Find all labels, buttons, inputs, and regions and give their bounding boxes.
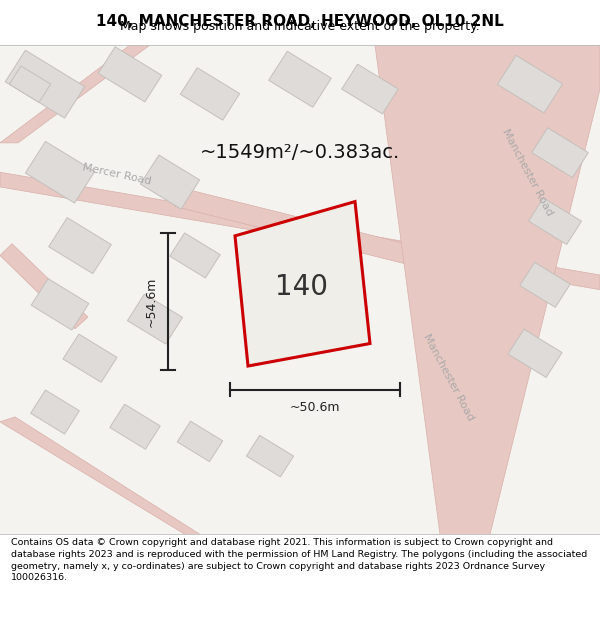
- Polygon shape: [10, 66, 50, 102]
- Text: Contains OS data © Crown copyright and database right 2021. This information is : Contains OS data © Crown copyright and d…: [11, 538, 587, 582]
- Text: 140, MANCHESTER ROAD, HEYWOOD, OL10 2NL: 140, MANCHESTER ROAD, HEYWOOD, OL10 2NL: [96, 14, 504, 29]
- Polygon shape: [110, 404, 160, 449]
- Text: ~1549m²/~0.383ac.: ~1549m²/~0.383ac.: [200, 144, 400, 162]
- Polygon shape: [98, 47, 162, 102]
- Polygon shape: [529, 198, 581, 244]
- Polygon shape: [520, 262, 570, 308]
- Polygon shape: [177, 421, 223, 462]
- Polygon shape: [0, 244, 88, 329]
- Polygon shape: [375, 45, 600, 534]
- Text: Mercer Road: Mercer Road: [82, 162, 152, 186]
- Polygon shape: [31, 279, 89, 330]
- Text: Map shows position and indicative extent of the property.: Map shows position and indicative extent…: [120, 20, 480, 33]
- Polygon shape: [269, 51, 331, 107]
- Polygon shape: [170, 233, 220, 278]
- Polygon shape: [181, 68, 239, 120]
- Text: Manchester Road: Manchester Road: [421, 332, 475, 423]
- Polygon shape: [0, 45, 600, 534]
- Polygon shape: [49, 217, 112, 274]
- Polygon shape: [0, 417, 200, 534]
- Polygon shape: [0, 173, 600, 290]
- Polygon shape: [140, 155, 200, 209]
- Text: ~54.6m: ~54.6m: [145, 276, 158, 327]
- Polygon shape: [25, 141, 95, 203]
- Polygon shape: [5, 50, 85, 118]
- Polygon shape: [175, 189, 480, 280]
- Polygon shape: [247, 436, 293, 477]
- Polygon shape: [127, 294, 182, 344]
- Polygon shape: [63, 334, 117, 382]
- Polygon shape: [341, 64, 398, 114]
- Text: 140: 140: [275, 272, 329, 301]
- Polygon shape: [0, 45, 150, 143]
- Text: Mercer Road: Mercer Road: [290, 246, 361, 271]
- Text: ~50.6m: ~50.6m: [290, 401, 340, 414]
- Polygon shape: [31, 390, 79, 434]
- Polygon shape: [497, 56, 563, 113]
- Polygon shape: [532, 127, 589, 177]
- Polygon shape: [508, 329, 562, 378]
- Polygon shape: [235, 202, 370, 366]
- Text: Manchester Road: Manchester Road: [500, 127, 554, 218]
